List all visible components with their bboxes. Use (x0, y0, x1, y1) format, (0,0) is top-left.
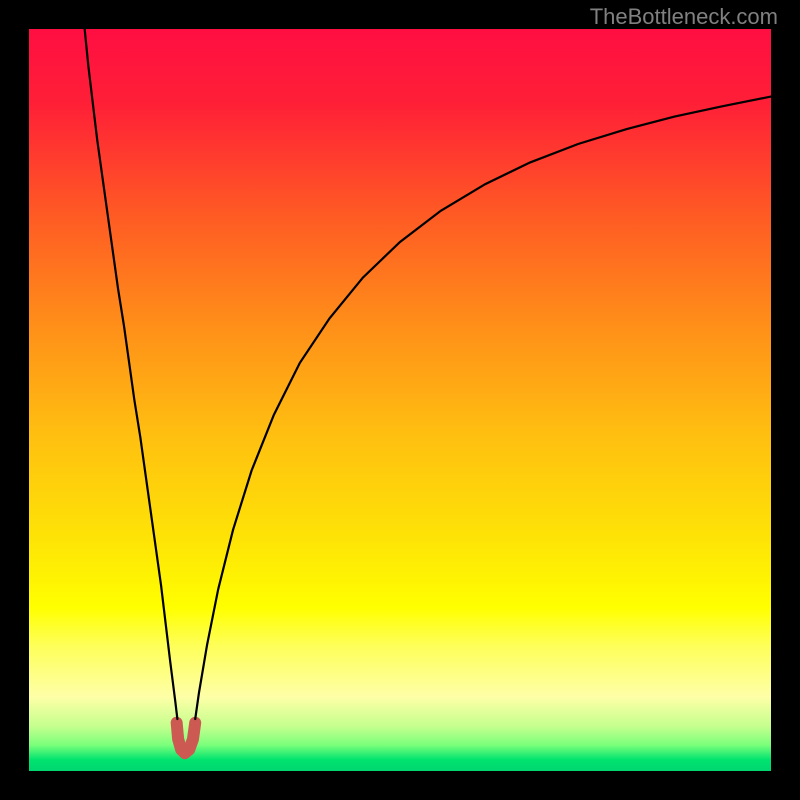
plot-svg (29, 29, 771, 771)
watermark-text: TheBottleneck.com (590, 4, 778, 30)
plot-frame (29, 29, 771, 771)
gradient-background (29, 29, 771, 771)
